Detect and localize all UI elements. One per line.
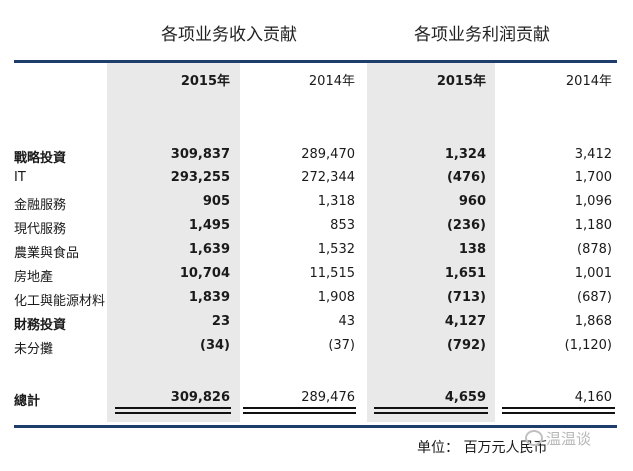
double-underline — [243, 407, 356, 414]
cell-profit-2015: 1,651 — [444, 266, 486, 281]
cell-revenue-2014: 853 — [330, 218, 355, 233]
watermark: 温温谈 — [525, 428, 591, 449]
row-label: 房地產 — [14, 270, 54, 285]
cell-profit-2014: 1,001 — [574, 266, 612, 281]
cell-profit-2015: (713) — [446, 290, 486, 305]
row-label: 化工與能源材料 — [14, 294, 106, 309]
cell-profit-2014: 1,700 — [574, 170, 612, 185]
cell-revenue-2015: 905 — [202, 194, 230, 209]
cell-profit-2015: 4,127 — [444, 314, 486, 329]
total-profit-2014: 4,160 — [574, 390, 612, 405]
cell-profit-2015: 1,324 — [444, 147, 486, 162]
top-rule — [14, 60, 617, 63]
cell-profit-2015: 960 — [458, 194, 486, 209]
cell-profit-2014: 1,868 — [574, 314, 612, 329]
row-label: 戰略投資 — [14, 151, 67, 166]
double-underline — [115, 407, 231, 414]
row-label: 未分攤 — [14, 342, 54, 357]
unit-note: 单位： 百万元人民币 — [417, 440, 548, 456]
cell-revenue-2014: 272,344 — [301, 170, 355, 185]
cell-profit-2014: 1,096 — [574, 194, 612, 209]
cell-revenue-2015: 293,255 — [170, 170, 230, 185]
bottom-rule — [14, 425, 617, 428]
profit-group-title: 各项业务利润贡献 — [414, 25, 550, 45]
column-shading-profit-2015 — [367, 62, 495, 422]
cell-revenue-2014: 1,318 — [317, 194, 355, 209]
cell-revenue-2015: 23 — [211, 314, 230, 329]
double-underline — [502, 407, 615, 414]
cell-profit-2015: 138 — [458, 242, 486, 257]
cell-revenue-2014: 1,532 — [317, 242, 355, 257]
cell-profit-2014: 1,180 — [574, 218, 612, 233]
total-profit-2015: 4,659 — [444, 390, 486, 405]
cell-revenue-2015: 1,839 — [188, 290, 230, 305]
cell-revenue-2014: 289,470 — [301, 147, 355, 162]
year-header-profit-2015: 2015年 — [436, 74, 486, 89]
total-revenue-2014: 289,476 — [301, 390, 355, 405]
cell-profit-2014: (1,120) — [564, 338, 612, 353]
cell-profit-2014: (687) — [577, 290, 612, 305]
cell-revenue-2015: 1,639 — [188, 242, 230, 257]
cell-profit-2015: (792) — [446, 338, 486, 353]
cell-revenue-2014: 43 — [338, 314, 355, 329]
year-header-revenue-2014: 2014年 — [308, 74, 355, 89]
row-label: 農業與食品 — [14, 246, 80, 261]
cell-profit-2014: (878) — [577, 242, 612, 257]
row-label: 現代服務 — [14, 222, 67, 237]
total-revenue-2015: 309,826 — [170, 390, 230, 405]
cell-revenue-2014: 1,908 — [317, 290, 355, 305]
row-label: IT — [14, 170, 26, 185]
revenue-group-title: 各项业务收入贡献 — [161, 25, 297, 45]
cell-profit-2015: (476) — [446, 170, 486, 185]
chat-bubble-icon — [525, 430, 543, 446]
year-header-revenue-2015: 2015年 — [180, 74, 230, 89]
cell-revenue-2014: 11,515 — [309, 266, 356, 281]
cell-revenue-2014: (37) — [328, 338, 355, 353]
column-shading-revenue-2015 — [107, 62, 240, 422]
double-underline — [374, 407, 488, 414]
cell-revenue-2015: 309,837 — [170, 147, 230, 162]
watermark-text: 温温谈 — [546, 430, 592, 448]
cell-profit-2015: (236) — [446, 218, 486, 233]
cell-revenue-2015: 10,704 — [179, 266, 230, 281]
cell-profit-2014: 3,412 — [574, 147, 612, 162]
row-label: 財務投資 — [14, 318, 67, 333]
total-label: 總計 — [14, 394, 41, 409]
cell-revenue-2015: (34) — [200, 338, 230, 353]
cell-revenue-2015: 1,495 — [188, 218, 230, 233]
year-header-profit-2014: 2014年 — [565, 74, 612, 89]
row-label: 金融服務 — [14, 198, 67, 213]
